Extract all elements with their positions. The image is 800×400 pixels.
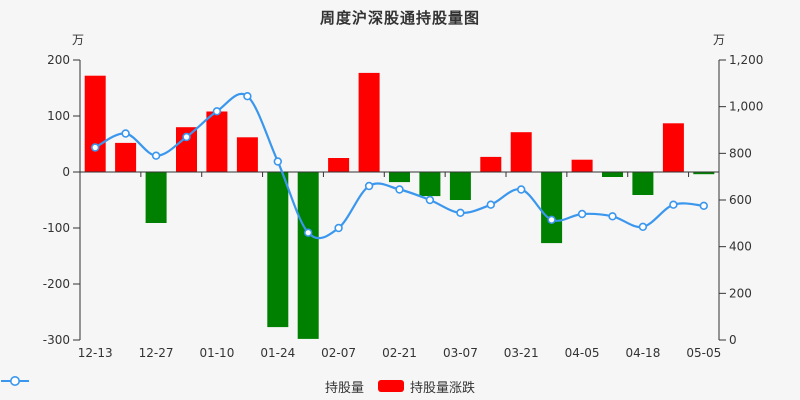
x-axis-tick-label: 12-13 xyxy=(78,346,113,360)
right-axis-tick-label: 400 xyxy=(729,240,752,254)
left-axis-tick-label: 200 xyxy=(47,53,70,67)
x-axis-tick-label: 12-27 xyxy=(139,346,174,360)
bar[interactable] xyxy=(267,172,289,328)
line-marker[interactable] xyxy=(182,132,191,142)
bar[interactable] xyxy=(389,172,410,183)
right-axis-unit: 万 xyxy=(713,33,725,47)
line-marker[interactable] xyxy=(273,157,282,166)
bar[interactable] xyxy=(541,172,563,244)
line-marker[interactable] xyxy=(151,151,161,160)
bar[interactable] xyxy=(84,75,106,172)
right-axis-tick-label: 800 xyxy=(729,146,752,160)
right-axis-tick-label: 600 xyxy=(729,193,752,207)
line-marker[interactable] xyxy=(90,143,100,152)
bar[interactable] xyxy=(145,172,167,223)
left-axis-tick-label: -100 xyxy=(43,221,70,235)
bar[interactable] xyxy=(115,142,137,172)
x-axis-tick-label: 03-21 xyxy=(504,346,539,360)
x-axis-tick-label: 01-24 xyxy=(260,346,295,360)
bar[interactable] xyxy=(297,172,319,339)
line-marker[interactable] xyxy=(699,201,708,211)
bar[interactable] xyxy=(419,172,441,197)
x-axis-tick-label: 04-18 xyxy=(625,346,660,360)
left-axis-tick-label: -200 xyxy=(43,277,70,291)
line-marker[interactable] xyxy=(212,107,222,116)
right-axis-tick-label: 200 xyxy=(729,286,752,300)
line-marker[interactable] xyxy=(638,222,648,232)
bar-swatch-icon xyxy=(378,380,404,392)
x-axis-tick-label: 02-07 xyxy=(321,346,356,360)
line-marker[interactable] xyxy=(304,228,313,237)
line-marker[interactable] xyxy=(425,195,435,205)
legend-item-change[interactable]: 持股量涨跌 xyxy=(378,377,475,396)
line-marker[interactable] xyxy=(121,129,130,138)
legend: 持股量 持股量涨跌 xyxy=(0,374,800,398)
left-axis-tick-label: 100 xyxy=(47,109,70,123)
line-marker[interactable] xyxy=(486,200,495,209)
line-marker[interactable] xyxy=(577,209,587,219)
right-axis-tick-label: 1,000 xyxy=(729,100,763,114)
x-axis-tick-label: 02-21 xyxy=(382,346,417,360)
line-marker-icon xyxy=(1,376,29,386)
bar[interactable] xyxy=(449,172,471,200)
bar[interactable] xyxy=(328,158,350,172)
x-axis-tick-label: 01-10 xyxy=(199,346,234,360)
legend-item-holdings[interactable]: 持股量 xyxy=(1,376,364,396)
bar[interactable] xyxy=(662,123,684,172)
bar[interactable] xyxy=(632,172,654,195)
bar[interactable] xyxy=(206,111,228,173)
bar[interactable] xyxy=(571,159,593,172)
right-axis-tick-label: 1,200 xyxy=(729,53,763,67)
bar[interactable] xyxy=(480,156,502,172)
legend-item-label: 持股量 xyxy=(324,380,364,396)
left-axis-tick-label: 0 xyxy=(62,165,70,179)
line-marker[interactable] xyxy=(334,223,343,233)
line-marker[interactable] xyxy=(364,181,374,191)
bar[interactable] xyxy=(358,72,380,172)
left-axis-unit: 万 xyxy=(72,33,84,47)
line-marker[interactable] xyxy=(608,212,617,221)
bar[interactable] xyxy=(510,132,532,172)
line-marker[interactable] xyxy=(456,208,465,218)
line-marker[interactable] xyxy=(395,185,404,194)
bar[interactable] xyxy=(236,137,258,172)
line-marker[interactable] xyxy=(243,91,252,101)
chart-canvas: 200 100 0 -100 -200 -300 1,200 1,000 800 600 400 20… xyxy=(43,33,764,360)
x-axis-tick-label: 03-07 xyxy=(443,346,478,360)
x-axis-tick-label: 05-05 xyxy=(686,346,721,360)
chart-title: 周度沪深股通持股量图 xyxy=(319,9,480,27)
bar[interactable] xyxy=(693,172,715,175)
left-axis-tick-label: -300 xyxy=(43,333,70,347)
line-marker[interactable] xyxy=(669,200,678,209)
legend-item-label: 持股量涨跌 xyxy=(410,380,476,396)
bar[interactable] xyxy=(602,172,623,177)
line-marker[interactable] xyxy=(516,185,526,194)
right-axis-tick-label: 0 xyxy=(729,333,737,347)
line-marker[interactable] xyxy=(547,215,556,225)
x-axis-tick-label: 04-05 xyxy=(565,346,600,360)
bar[interactable] xyxy=(176,127,197,172)
